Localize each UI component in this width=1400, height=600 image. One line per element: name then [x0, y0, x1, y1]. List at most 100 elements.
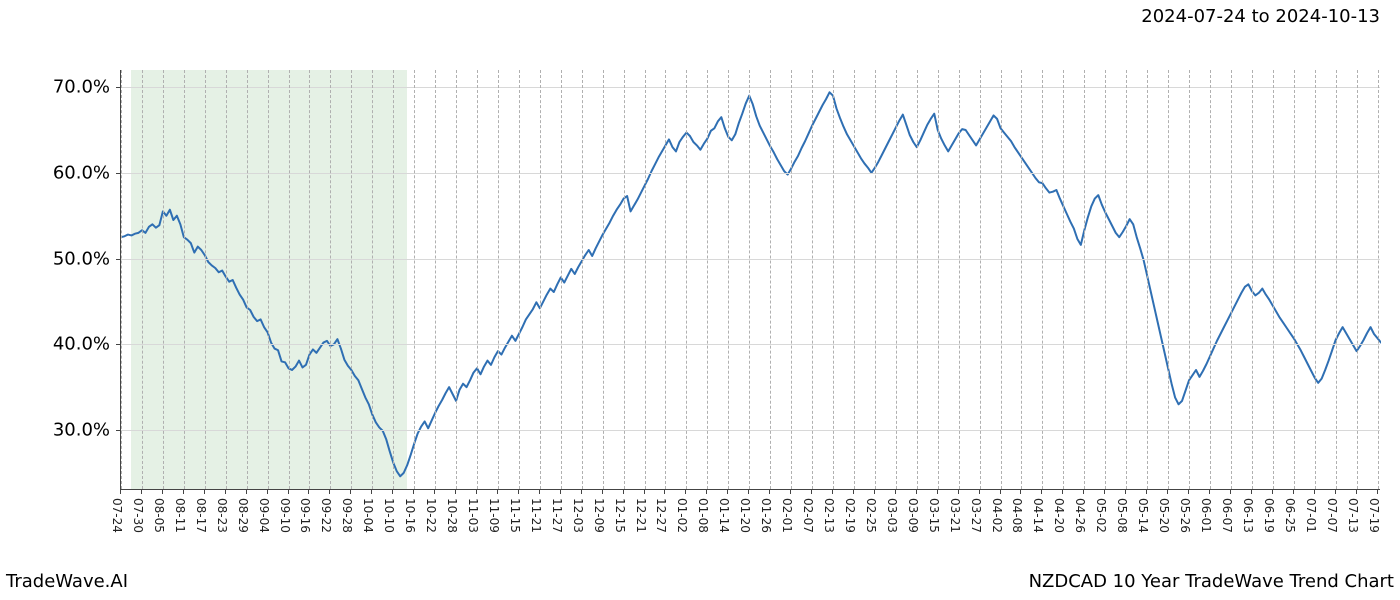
grid-v [603, 70, 604, 489]
x-tick-label: 11-09 [487, 498, 501, 533]
x-tick-label: 10-10 [382, 498, 396, 533]
grid-v [163, 70, 164, 489]
y-tick-label: 60.0% [53, 162, 110, 183]
x-tick-mark [392, 490, 393, 494]
grid-v [1084, 70, 1085, 489]
x-tick-mark [895, 490, 896, 494]
x-tick-label: 02-25 [864, 498, 878, 533]
x-tick-label: 09-10 [278, 498, 292, 533]
x-tick-mark [916, 490, 917, 494]
x-tick-label: 09-16 [298, 498, 312, 533]
grid-v [1147, 70, 1148, 489]
grid-v [561, 70, 562, 489]
x-tick-mark [434, 490, 435, 494]
grid-v [393, 70, 394, 489]
grid-v [1315, 70, 1316, 489]
x-tick-mark [455, 490, 456, 494]
x-tick-mark [1041, 490, 1042, 494]
grid-v [1126, 70, 1127, 489]
x-tick-mark [853, 490, 854, 494]
x-tick-mark [811, 490, 812, 494]
x-tick-mark [560, 490, 561, 494]
x-tick-label: 10-04 [361, 498, 375, 533]
x-tick-mark [1125, 490, 1126, 494]
x-tick-mark [413, 490, 414, 494]
x-tick-label: 09-04 [257, 498, 271, 533]
x-tick-mark [1377, 490, 1378, 494]
x-tick-label: 10-16 [403, 498, 417, 533]
x-tick-label: 06-25 [1283, 498, 1297, 533]
grid-v [770, 70, 771, 489]
x-tick-label: 01-02 [675, 498, 689, 533]
grid-v [1168, 70, 1169, 489]
grid-v [896, 70, 897, 489]
x-tick-label: 07-19 [1367, 498, 1381, 533]
x-tick-mark [120, 490, 121, 494]
x-tick-mark [1314, 490, 1315, 494]
x-tick-mark [1188, 490, 1189, 494]
y-tick-mark [116, 259, 120, 260]
x-tick-label: 04-14 [1031, 498, 1045, 533]
x-tick-mark [644, 490, 645, 494]
grid-v [1336, 70, 1337, 489]
grid-v [247, 70, 248, 489]
x-tick-label: 03-03 [885, 498, 899, 533]
x-tick-mark [958, 490, 959, 494]
x-tick-mark [979, 490, 980, 494]
x-tick-label: 04-20 [1052, 498, 1066, 533]
x-tick-mark [602, 490, 603, 494]
x-tick-mark [706, 490, 707, 494]
grid-v [1357, 70, 1358, 489]
grid-v [980, 70, 981, 489]
x-tick-label: 03-15 [927, 498, 941, 533]
x-tick-label: 06-13 [1241, 498, 1255, 533]
x-tick-mark [685, 490, 686, 494]
footer-chart-title: NZDCAD 10 Year TradeWave Trend Chart [1029, 571, 1394, 592]
x-tick-label: 12-03 [571, 498, 585, 533]
x-tick-label: 08-23 [215, 498, 229, 533]
x-tick-label: 05-20 [1157, 498, 1171, 533]
y-tick-mark [116, 430, 120, 431]
grid-v [938, 70, 939, 489]
x-tick-mark [1020, 490, 1021, 494]
grid-v [624, 70, 625, 489]
grid-v [1252, 70, 1253, 489]
x-tick-label: 02-07 [801, 498, 815, 533]
grid-v [707, 70, 708, 489]
x-tick-label: 12-27 [654, 498, 668, 533]
x-tick-mark [1062, 490, 1063, 494]
x-tick-label: 07-24 [110, 498, 124, 533]
x-tick-label: 08-29 [236, 498, 250, 533]
grid-v [435, 70, 436, 489]
x-tick-mark [225, 490, 226, 494]
x-tick-label: 09-22 [319, 498, 333, 533]
date-range-title: 2024-07-24 to 2024-10-13 [1141, 6, 1380, 27]
grid-v [1231, 70, 1232, 489]
grid-v [519, 70, 520, 489]
grid-v [142, 70, 143, 489]
x-tick-label: 12-21 [634, 498, 648, 533]
x-tick-label: 08-17 [194, 498, 208, 533]
x-tick-label: 09-28 [340, 498, 354, 533]
x-tick-mark [1000, 490, 1001, 494]
grid-v [540, 70, 541, 489]
x-tick-mark [246, 490, 247, 494]
x-tick-mark [1356, 490, 1357, 494]
x-tick-mark [371, 490, 372, 494]
x-tick-label: 11-15 [508, 498, 522, 533]
x-tick-mark [937, 490, 938, 494]
x-tick-label: 04-02 [990, 498, 1004, 533]
grid-v [289, 70, 290, 489]
grid-v [728, 70, 729, 489]
x-tick-mark [1293, 490, 1294, 494]
x-tick-mark [874, 490, 875, 494]
x-tick-label: 05-02 [1094, 498, 1108, 533]
grid-v [665, 70, 666, 489]
grid-v [812, 70, 813, 489]
x-tick-label: 07-07 [1325, 498, 1339, 533]
x-tick-label: 01-14 [717, 498, 731, 533]
x-tick-mark [1146, 490, 1147, 494]
x-tick-label: 04-26 [1073, 498, 1087, 533]
grid-v [1105, 70, 1106, 489]
x-tick-label: 06-19 [1262, 498, 1276, 533]
